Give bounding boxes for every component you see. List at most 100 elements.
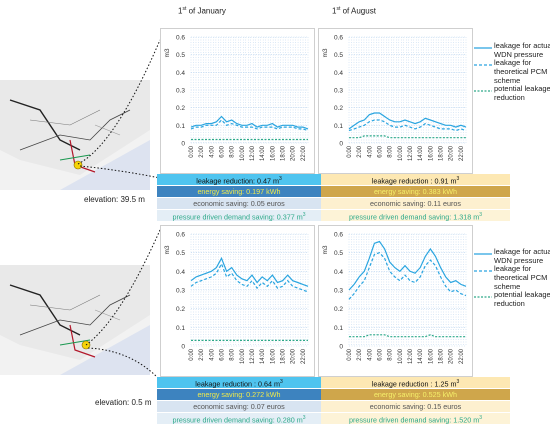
legend-label-potential: potential leakage reduction [494, 84, 550, 102]
stat-top-aug-economic: economic saving: 0.11 euros [321, 198, 510, 209]
header-january-sup: st [182, 6, 187, 12]
legend-label-potential: potential leakage reduction [494, 290, 550, 308]
legend-item-actual: leakage for actual WDN pressure [474, 41, 550, 59]
x-tick-label: 2:00 [199, 348, 205, 360]
y-tick-label: 0.3 [176, 88, 185, 95]
y-tick-label: 0.5 [334, 250, 343, 257]
x-tick-label: 16:00 [270, 348, 276, 364]
chart-bottom-august: 0 0.1 0.2 0.3 0.4 0.5 0.6 m3 0:00 2:00 4:00 6:00 8:0… [318, 225, 473, 377]
y-axis-label: m3 [164, 48, 171, 57]
legend-item-potential: potential leakage reduction [474, 290, 550, 308]
x-tick-label: 12:00 [250, 348, 256, 364]
stat-text: leakage reduction : 1.25 m [371, 379, 457, 388]
y-tick-label: 0.5 [334, 52, 343, 59]
x-tick-label: 12:00 [250, 145, 256, 161]
series-line-theoretical [348, 119, 467, 132]
legend-swatch-actual [474, 47, 492, 49]
legend-item-potential: potential leakage reduction [474, 84, 550, 102]
x-tick-label: 0:00 [347, 348, 353, 360]
x-tick-label: 4:00 [209, 348, 215, 360]
stat-text: leakage reduction : 0.64 m [195, 379, 280, 388]
x-tick-label: 2:00 [357, 145, 363, 157]
chart-svg-bottom-august: 0 0.1 0.2 0.3 0.4 0.5 0.6 m3 0:00 2:00 4:00 6:00 8:0… [322, 232, 467, 364]
stat-top-jan-leakage: leakage reduction: 0.47 m3 [157, 174, 321, 185]
series-line-actual [190, 256, 309, 287]
y-tick-label: 0.5 [176, 52, 185, 59]
stat-bottom-jan-demand: pressure driven demand saving: 0.280 m3 [157, 413, 321, 424]
header-january-day: 1 [178, 6, 183, 16]
x-tick-label: 22:00 [301, 145, 307, 161]
y-tick-label: 0.5 [176, 250, 185, 257]
stat-text: economic saving: 0.15 euros [369, 402, 462, 411]
legend-label-theoretical: leakage for theoretical PCM scheme [494, 264, 548, 291]
unit-sup: 3 [302, 212, 306, 218]
elevation-bottom: elevation: 0.5 m [95, 398, 152, 407]
x-tick-label: 6:00 [220, 145, 226, 157]
y-axis-label: m3 [322, 48, 329, 57]
legend-swatch-theoretical [474, 64, 492, 66]
legend-swatch-actual [474, 253, 492, 255]
stat-top-aug-energy: energy saving: 0.383 kWh [321, 186, 510, 197]
x-tick-label: 20:00 [291, 348, 297, 364]
stat-text: pressure driven demand saving: 0.377 m [172, 212, 303, 221]
unit-sup: 3 [302, 415, 306, 421]
stat-text: energy saving: 0.525 kWh [373, 390, 458, 399]
legend-swatch-potential [474, 296, 492, 298]
y-tick-label: 0 [181, 344, 185, 351]
legend-item-theoretical: leakage for theoretical PCM scheme [474, 58, 550, 85]
stat-text: economic saving: 0.07 euros [193, 402, 285, 411]
y-tick-label: 0 [339, 344, 343, 351]
x-tick-label: 4:00 [367, 348, 373, 360]
series-line-theoretical [348, 252, 467, 300]
legend-item-actual: leakage for actual WDN pressure [474, 247, 550, 265]
stat-text: pressure driven demand saving: 1.520 m [348, 415, 480, 424]
y-axis-label: m3 [164, 245, 171, 254]
y-tick-label: 0.6 [176, 35, 185, 42]
series-line-actual [190, 115, 309, 130]
header-january-rest: of January [186, 6, 226, 16]
y-tick-label: 0.6 [176, 232, 185, 239]
stat-top-aug-demand: pressure driven demand saving: 1.318 m3 [321, 210, 510, 221]
stat-top-jan-energy: energy saving: 0.197 kWh [157, 186, 321, 197]
stat-bottom-aug-demand: pressure driven demand saving: 1.520 m3 [321, 413, 510, 424]
x-tick-label: 2:00 [357, 348, 363, 360]
x-tick-label: 22:00 [301, 348, 307, 364]
x-tick-label: 20:00 [449, 348, 455, 364]
x-tick-label: 18:00 [439, 145, 445, 161]
legend-swatch-potential [474, 90, 492, 92]
y-tick-label: 0 [339, 141, 343, 148]
stat-bottom-jan-energy: energy saving: 0.272 kWh [157, 389, 321, 400]
stat-bottom-aug-leakage: leakage reduction : 1.25 m3 [321, 377, 510, 388]
series-line-theoretical [190, 262, 309, 293]
map-bottom [0, 265, 150, 375]
x-tick-label: 18:00 [281, 145, 287, 161]
x-tick-label: 18:00 [439, 348, 445, 364]
x-tick-label: 2:00 [199, 145, 205, 157]
stat-bottom-aug-economic: economic saving: 0.15 euros [321, 401, 510, 412]
unit-sup: 3 [456, 176, 460, 182]
y-tick-label: 0.1 [334, 325, 343, 332]
y-tick-label: 0.2 [334, 105, 343, 112]
x-tick-label: 14:00 [418, 145, 424, 161]
x-tick-label: 20:00 [291, 145, 297, 161]
series-line-actual [348, 112, 467, 130]
y-tick-label: 0.4 [176, 269, 185, 276]
connector-lines [77, 39, 161, 379]
x-tick-label: 6:00 [378, 348, 384, 360]
x-tick-label: 8:00 [230, 348, 236, 360]
y-tick-label: 0.2 [334, 306, 343, 313]
y-tick-label: 0.1 [334, 123, 343, 130]
legend-label-actual: leakage for actual WDN pressure [494, 247, 550, 265]
x-tick-label: 14:00 [260, 348, 266, 364]
x-tick-label: 22:00 [459, 145, 465, 161]
y-tick-label: 0.6 [334, 232, 343, 239]
x-tick-label: 10:00 [398, 348, 404, 364]
header-january: 1st of January [178, 6, 226, 16]
y-axis-label: m3 [322, 245, 329, 254]
x-tick-label: 22:00 [459, 348, 465, 364]
x-tick-label: 10:00 [240, 145, 246, 161]
series-line-actual [348, 240, 467, 291]
stat-text: economic saving: 0.11 euros [370, 199, 461, 208]
y-tick-label: 0.4 [334, 269, 343, 276]
y-tick-label: 0.3 [334, 88, 343, 95]
